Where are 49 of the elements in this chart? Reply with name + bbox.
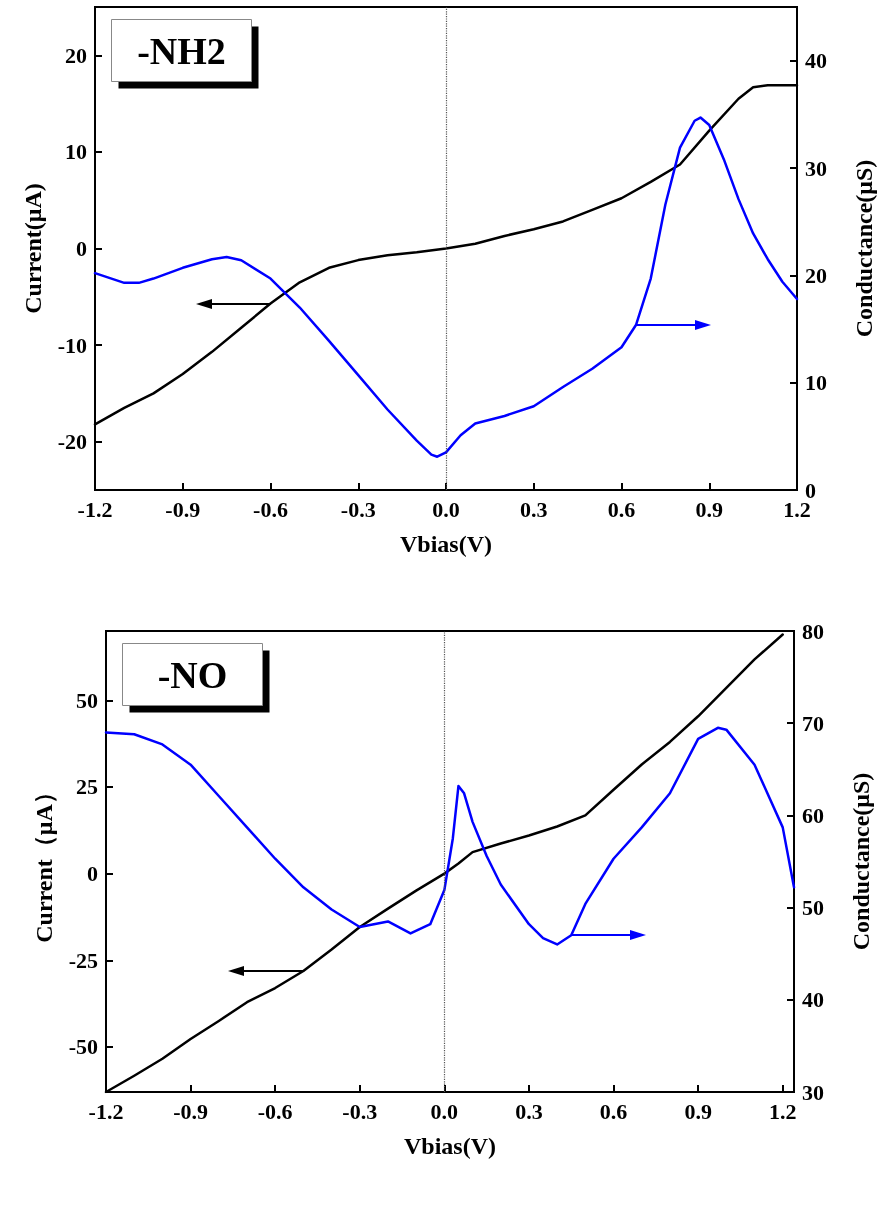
y2-tick-label: 70 — [802, 710, 824, 736]
x-tick-label: 0.0 — [432, 496, 460, 522]
y-tick-label: -20 — [57, 429, 87, 455]
y2-tick-label: 30 — [802, 1079, 824, 1105]
x-tick-label: 1.2 — [768, 1098, 797, 1124]
y2-tick-label: 60 — [802, 802, 824, 828]
y2-tick-label: 50 — [802, 895, 824, 921]
y2-tick-label: 20 — [805, 262, 827, 288]
x-axis-title: Vbias(V) — [403, 1133, 497, 1159]
y-tick-label: 50 — [76, 687, 98, 713]
y-tick-label: 0 — [76, 236, 87, 261]
y2-tick-label: 40 — [802, 987, 824, 1013]
y-tick-label: 10 — [65, 139, 87, 165]
x-tick-label: 0.3 — [515, 1098, 543, 1124]
x-tick-label: -1.2 — [88, 1098, 124, 1124]
x-tick-label: 0.0 — [430, 1098, 459, 1124]
annotation: -NH2 — [137, 29, 226, 72]
y2-tick-label: 0 — [805, 477, 816, 503]
y-axis-title: Current（μA） — [31, 780, 57, 943]
line-series — [93, 116, 799, 458]
x-axis-title: Vbias(V) — [399, 531, 493, 557]
x-tick-label: -0.3 — [340, 496, 376, 522]
y2-tick-label: 40 — [805, 48, 827, 74]
y-tick-label: -25 — [68, 947, 98, 973]
x-tick-label: -0.6 — [257, 1098, 293, 1124]
x-tick-label: -0.3 — [342, 1098, 378, 1124]
x-tick-label: 0.3 — [520, 496, 548, 522]
x-tick-label: 0.6 — [607, 496, 636, 522]
y2-tick-label: 30 — [805, 155, 827, 181]
y-tick-label: 25 — [76, 774, 98, 800]
y-axis-title: Current(μA) — [20, 183, 46, 314]
annotation: -NO — [157, 653, 228, 696]
y-tick-label: 0 — [87, 861, 98, 887]
x-tick-label: 0.9 — [695, 496, 723, 522]
y2-tick-label: 10 — [805, 370, 827, 396]
x-tick-label: -0.9 — [165, 496, 201, 522]
x-tick-label: -1.2 — [77, 496, 113, 522]
line-series — [104, 726, 796, 946]
line-series — [93, 84, 799, 426]
y-tick-label: 20 — [65, 42, 87, 68]
y2-axis-title: Conductance(μS) — [848, 772, 874, 951]
x-tick-label: 0.9 — [684, 1098, 712, 1124]
x-tick-label: 0.6 — [599, 1098, 628, 1124]
x-tick-label: -0.6 — [253, 496, 288, 522]
y-tick-label: -50 — [68, 1034, 98, 1060]
x-tick-label: -0.9 — [173, 1098, 208, 1124]
y2-tick-label: 80 — [802, 618, 824, 644]
y-tick-label: -10 — [57, 332, 87, 358]
y2-axis-title: Conductance(μS) — [851, 159, 877, 338]
